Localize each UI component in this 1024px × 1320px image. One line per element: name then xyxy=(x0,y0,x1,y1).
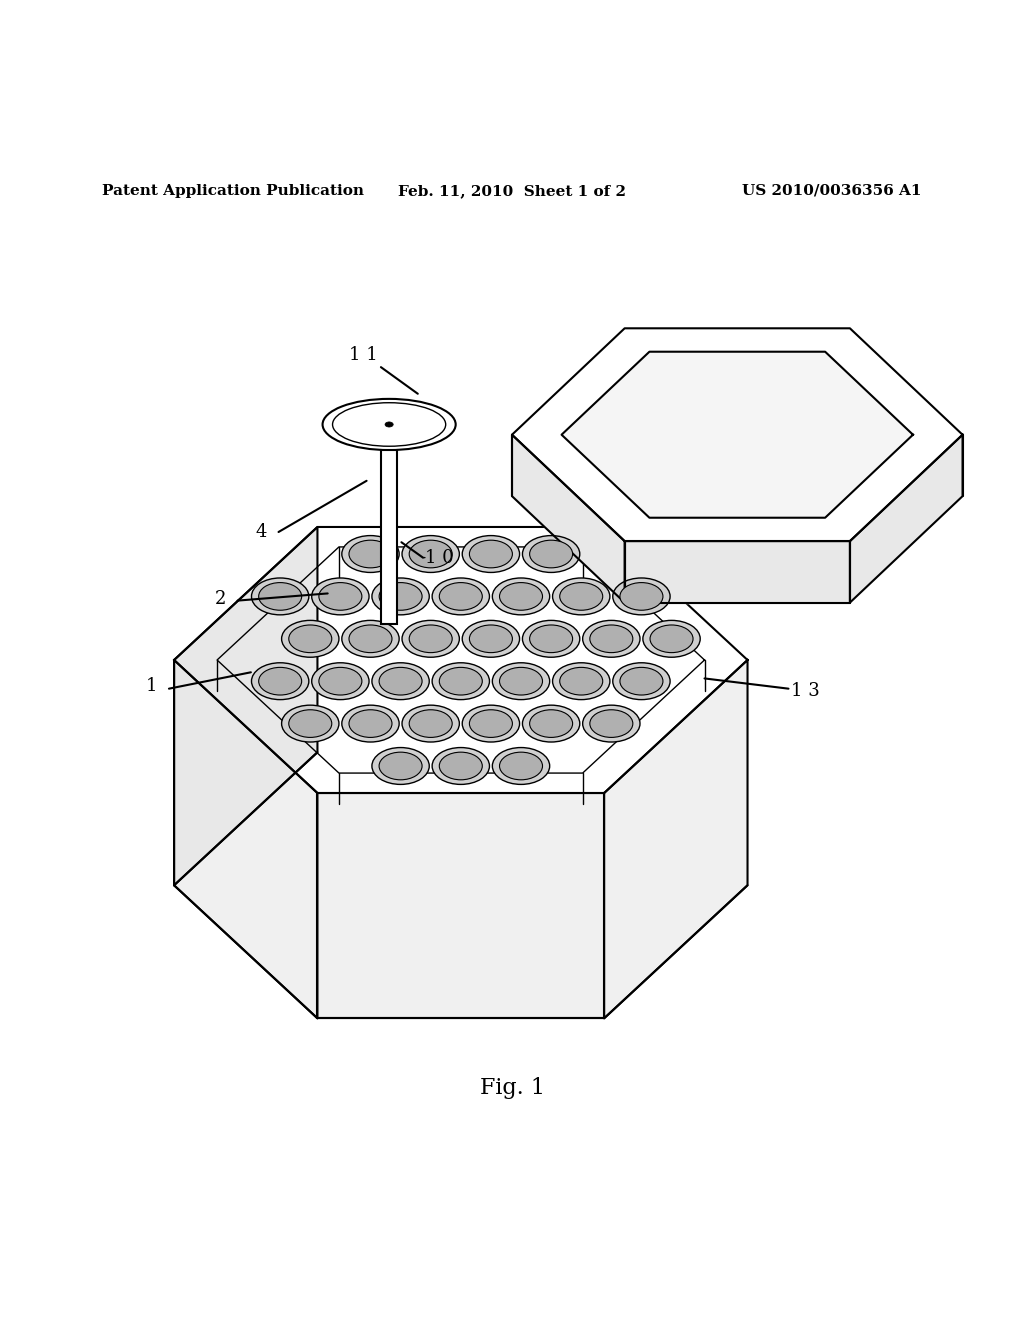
Ellipse shape xyxy=(529,710,572,738)
Polygon shape xyxy=(561,351,913,517)
Ellipse shape xyxy=(462,705,519,742)
Ellipse shape xyxy=(469,710,512,738)
Ellipse shape xyxy=(522,536,580,573)
Ellipse shape xyxy=(385,422,393,428)
Ellipse shape xyxy=(318,582,361,610)
Ellipse shape xyxy=(372,578,429,615)
Text: Fig. 1: Fig. 1 xyxy=(479,1077,545,1100)
Ellipse shape xyxy=(590,710,633,738)
Ellipse shape xyxy=(379,752,422,780)
Ellipse shape xyxy=(560,668,603,696)
Ellipse shape xyxy=(432,578,489,615)
Ellipse shape xyxy=(439,582,482,610)
Ellipse shape xyxy=(252,578,309,615)
Ellipse shape xyxy=(410,710,453,738)
Ellipse shape xyxy=(500,752,543,780)
Text: 4: 4 xyxy=(255,523,267,541)
Ellipse shape xyxy=(439,668,482,696)
Ellipse shape xyxy=(439,752,482,780)
Ellipse shape xyxy=(560,582,603,610)
Ellipse shape xyxy=(529,624,572,652)
Text: US 2010/0036356 A1: US 2010/0036356 A1 xyxy=(742,183,922,198)
Ellipse shape xyxy=(372,663,429,700)
Ellipse shape xyxy=(289,710,332,738)
Polygon shape xyxy=(381,450,397,624)
Polygon shape xyxy=(512,434,625,602)
Ellipse shape xyxy=(311,663,369,700)
Ellipse shape xyxy=(583,705,640,742)
Ellipse shape xyxy=(282,620,339,657)
Ellipse shape xyxy=(282,705,339,742)
Ellipse shape xyxy=(469,540,512,568)
Ellipse shape xyxy=(349,624,392,652)
Ellipse shape xyxy=(500,582,543,610)
Ellipse shape xyxy=(252,663,309,700)
Ellipse shape xyxy=(612,663,670,700)
Ellipse shape xyxy=(349,540,392,568)
Ellipse shape xyxy=(553,663,610,700)
Polygon shape xyxy=(174,527,748,793)
Text: 2: 2 xyxy=(214,590,226,607)
Ellipse shape xyxy=(289,624,332,652)
Ellipse shape xyxy=(493,747,550,784)
Ellipse shape xyxy=(342,705,399,742)
Ellipse shape xyxy=(493,663,550,700)
Ellipse shape xyxy=(553,578,610,615)
Ellipse shape xyxy=(612,578,670,615)
Ellipse shape xyxy=(620,668,663,696)
Ellipse shape xyxy=(342,536,399,573)
Ellipse shape xyxy=(410,624,453,652)
Text: Patent Application Publication: Patent Application Publication xyxy=(102,183,365,198)
Ellipse shape xyxy=(500,668,543,696)
Ellipse shape xyxy=(620,582,663,610)
Ellipse shape xyxy=(462,536,519,573)
Ellipse shape xyxy=(432,747,489,784)
Ellipse shape xyxy=(522,620,580,657)
Ellipse shape xyxy=(590,624,633,652)
Ellipse shape xyxy=(650,624,693,652)
Ellipse shape xyxy=(318,668,361,696)
Ellipse shape xyxy=(402,536,460,573)
Ellipse shape xyxy=(379,668,422,696)
Ellipse shape xyxy=(402,620,460,657)
Ellipse shape xyxy=(462,620,519,657)
Text: Feb. 11, 2010  Sheet 1 of 2: Feb. 11, 2010 Sheet 1 of 2 xyxy=(398,183,626,198)
Ellipse shape xyxy=(410,540,453,568)
Polygon shape xyxy=(512,329,963,541)
Text: 1 3: 1 3 xyxy=(791,682,819,700)
Polygon shape xyxy=(625,541,850,602)
Text: 1 1: 1 1 xyxy=(349,346,378,364)
Ellipse shape xyxy=(323,399,456,450)
Polygon shape xyxy=(604,660,748,1018)
Ellipse shape xyxy=(259,668,302,696)
Polygon shape xyxy=(850,434,963,602)
Ellipse shape xyxy=(372,747,429,784)
Ellipse shape xyxy=(311,578,369,615)
Ellipse shape xyxy=(342,620,399,657)
Polygon shape xyxy=(317,793,604,1018)
Ellipse shape xyxy=(379,582,422,610)
Ellipse shape xyxy=(333,403,445,446)
Ellipse shape xyxy=(493,578,550,615)
Polygon shape xyxy=(174,527,317,886)
Ellipse shape xyxy=(583,620,640,657)
Text: 1: 1 xyxy=(145,677,158,694)
Ellipse shape xyxy=(402,705,460,742)
Text: 1 0: 1 0 xyxy=(425,549,454,566)
Polygon shape xyxy=(174,660,317,1018)
Ellipse shape xyxy=(259,582,302,610)
Ellipse shape xyxy=(522,705,580,742)
Ellipse shape xyxy=(432,663,489,700)
Ellipse shape xyxy=(469,624,512,652)
Ellipse shape xyxy=(643,620,700,657)
Ellipse shape xyxy=(529,540,572,568)
Ellipse shape xyxy=(349,710,392,738)
